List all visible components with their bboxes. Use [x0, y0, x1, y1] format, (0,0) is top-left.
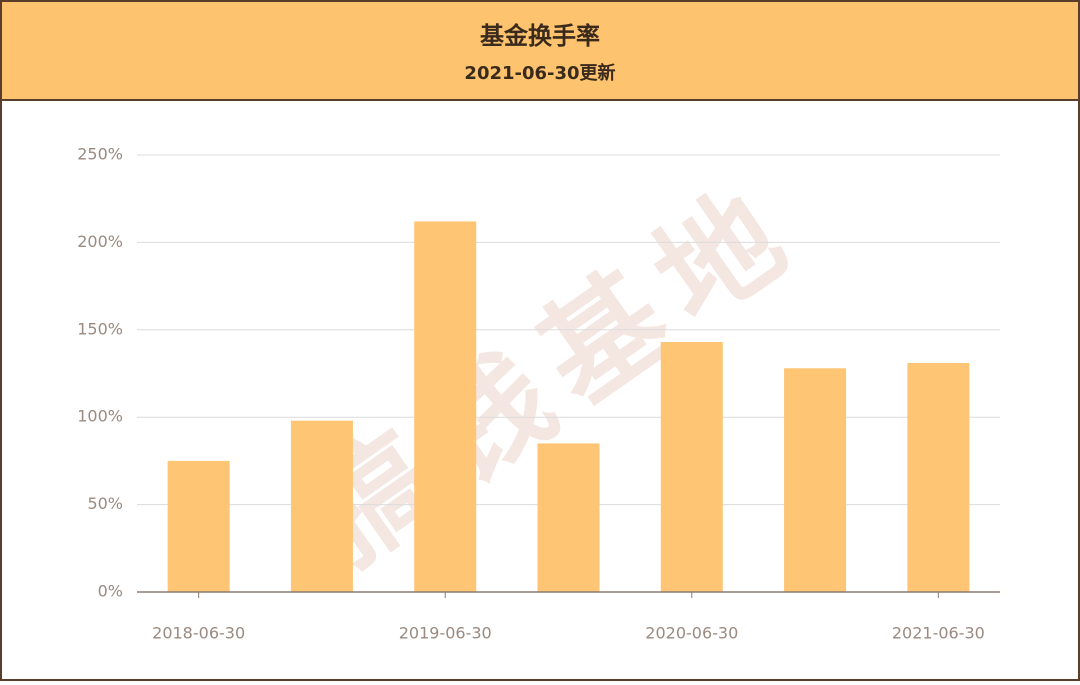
y-tick-label: 250%: [77, 145, 123, 164]
bar: [167, 460, 230, 592]
x-tick-label: 2019-06-30: [399, 624, 492, 643]
bar: [784, 368, 847, 592]
y-tick-label: 50%: [87, 494, 123, 513]
x-tick-label: 2018-06-30: [152, 624, 245, 643]
header: [0, 0, 1080, 101]
chart-subtitle: 2021-06-30更新: [464, 62, 615, 84]
bar: [907, 363, 970, 592]
bar: [414, 221, 477, 592]
bar: [660, 342, 723, 592]
x-tick-label: 2020-06-30: [645, 624, 738, 643]
chart-title: 基金换手率: [480, 22, 600, 50]
y-tick-label: 100%: [77, 407, 123, 426]
y-tick-label: 150%: [77, 319, 123, 338]
y-tick-label: 0%: [98, 582, 123, 601]
bar: [290, 420, 353, 592]
y-tick-label: 200%: [77, 232, 123, 251]
x-tick-label: 2021-06-30: [892, 624, 985, 643]
bar: [537, 443, 600, 592]
